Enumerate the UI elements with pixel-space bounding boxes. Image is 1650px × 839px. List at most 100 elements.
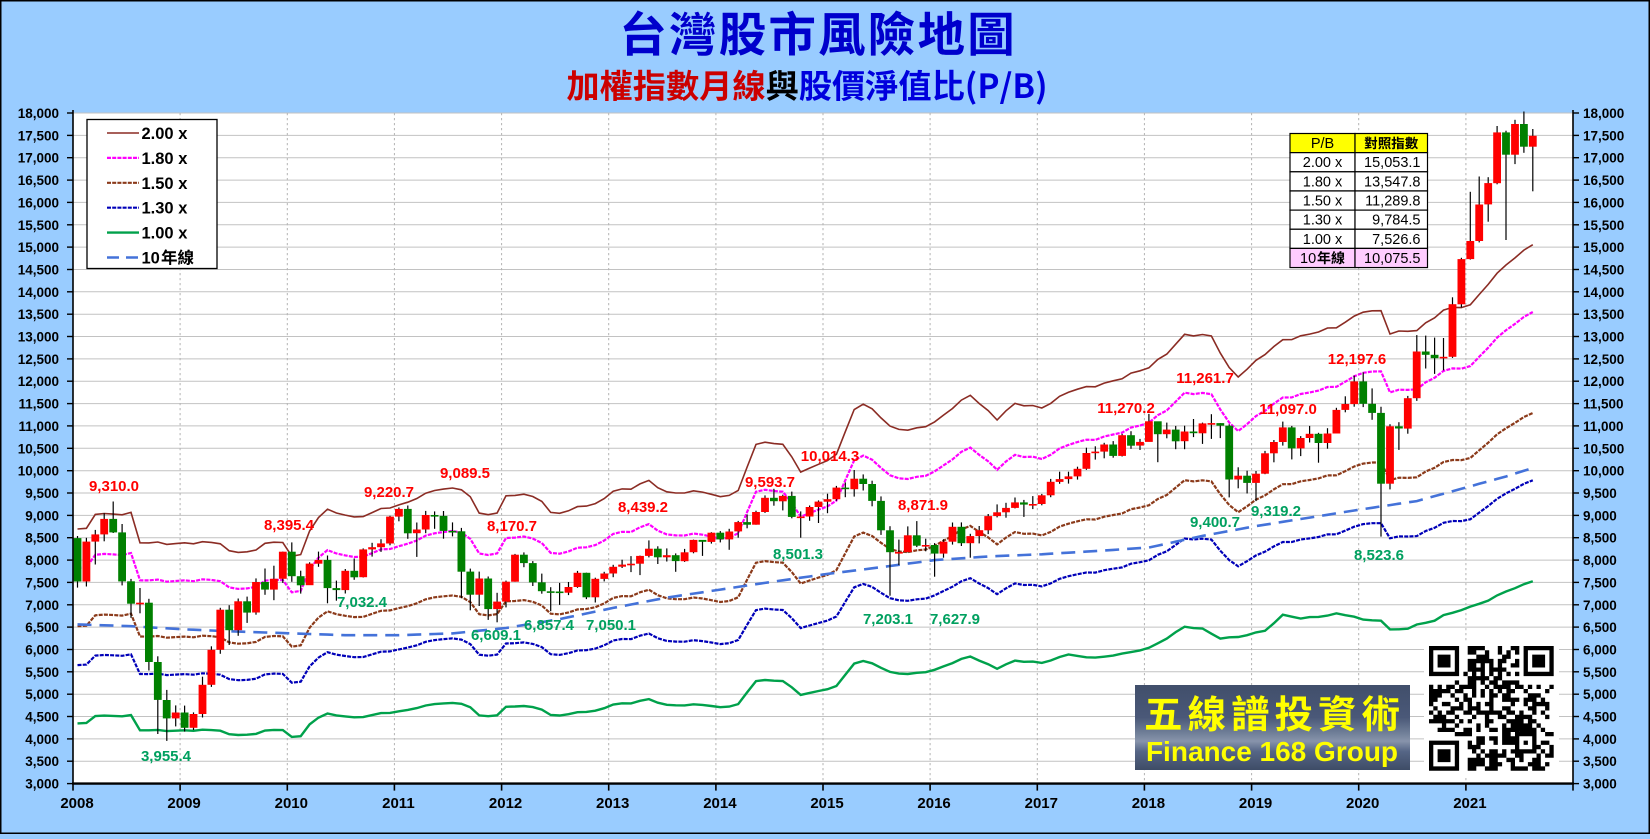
- svg-text:2021: 2021: [1453, 795, 1486, 812]
- svg-text:2010: 2010: [275, 795, 308, 812]
- svg-text:12,500: 12,500: [18, 352, 59, 367]
- svg-text:1.80 x: 1.80 x: [142, 150, 189, 168]
- svg-text:9,593.7: 9,593.7: [745, 474, 795, 491]
- svg-text:2013: 2013: [596, 795, 629, 812]
- svg-text:8,000: 8,000: [1583, 553, 1617, 568]
- svg-text:2011: 2011: [382, 795, 415, 812]
- svg-text:6,500: 6,500: [1583, 620, 1617, 635]
- svg-text:17,000: 17,000: [1583, 151, 1624, 166]
- svg-text:13,547.8: 13,547.8: [1364, 174, 1420, 190]
- svg-text:17,500: 17,500: [1583, 128, 1624, 143]
- svg-text:2.00 x: 2.00 x: [142, 125, 189, 143]
- svg-text:8,000: 8,000: [25, 553, 59, 568]
- svg-text:15,500: 15,500: [1583, 218, 1624, 233]
- svg-text:9,000: 9,000: [1583, 508, 1617, 523]
- svg-text:4,000: 4,000: [1583, 732, 1617, 747]
- svg-text:7,500: 7,500: [1583, 575, 1617, 590]
- svg-text:8,439.2: 8,439.2: [618, 499, 668, 516]
- svg-text:1.80 x: 1.80 x: [1303, 174, 1343, 190]
- svg-text:11,097.0: 11,097.0: [1259, 401, 1317, 418]
- svg-text:7,032.4: 7,032.4: [337, 594, 388, 611]
- svg-text:10,075.5: 10,075.5: [1364, 251, 1420, 267]
- svg-text:13,500: 13,500: [1583, 307, 1624, 322]
- svg-text:9,310.0: 9,310.0: [89, 478, 139, 495]
- svg-text:5,500: 5,500: [1583, 665, 1617, 680]
- svg-text:9,784.5: 9,784.5: [1372, 213, 1420, 229]
- svg-text:17,500: 17,500: [18, 128, 59, 143]
- svg-text:10,500: 10,500: [18, 441, 59, 456]
- svg-text:2012: 2012: [489, 795, 522, 812]
- svg-text:16,000: 16,000: [1583, 195, 1624, 210]
- svg-text:18,000: 18,000: [1583, 106, 1624, 121]
- svg-text:16,000: 16,000: [18, 195, 59, 210]
- svg-text:6,000: 6,000: [25, 643, 59, 658]
- svg-text:8,501.3: 8,501.3: [773, 546, 823, 563]
- svg-text:1.50 x: 1.50 x: [1303, 194, 1343, 210]
- svg-text:15,053.1: 15,053.1: [1364, 155, 1420, 171]
- svg-text:12,500: 12,500: [1583, 352, 1624, 367]
- svg-text:10,500: 10,500: [1583, 441, 1624, 456]
- svg-text:9,089.5: 9,089.5: [440, 465, 490, 482]
- svg-text:7,627.9: 7,627.9: [930, 611, 980, 628]
- svg-text:2015: 2015: [810, 795, 843, 812]
- svg-text:P/B: P/B: [1311, 136, 1334, 152]
- svg-text:16,500: 16,500: [18, 173, 59, 188]
- svg-text:3,000: 3,000: [25, 777, 59, 792]
- svg-text:2014: 2014: [703, 795, 737, 812]
- svg-text:9,400.7: 9,400.7: [1190, 514, 1240, 531]
- svg-text:12,000: 12,000: [1583, 374, 1624, 389]
- svg-text:4,500: 4,500: [25, 710, 59, 725]
- svg-text:8,170.7: 8,170.7: [487, 518, 537, 535]
- svg-text:17,000: 17,000: [18, 151, 59, 166]
- svg-text:12,000: 12,000: [18, 374, 59, 389]
- svg-text:13,500: 13,500: [18, 307, 59, 322]
- svg-text:11,261.7: 11,261.7: [1176, 370, 1234, 387]
- svg-text:13,000: 13,000: [18, 330, 59, 345]
- svg-text:9,220.7: 9,220.7: [364, 484, 414, 501]
- svg-text:7,526.6: 7,526.6: [1372, 232, 1420, 248]
- svg-text:2.00 x: 2.00 x: [1303, 155, 1343, 171]
- svg-text:8,500: 8,500: [1583, 531, 1617, 546]
- svg-text:8,395.4: 8,395.4: [264, 517, 315, 534]
- svg-text:14,000: 14,000: [18, 285, 59, 300]
- svg-text:3,500: 3,500: [1583, 754, 1617, 769]
- svg-text:3,500: 3,500: [25, 754, 59, 769]
- svg-text:6,609.1: 6,609.1: [471, 627, 521, 644]
- svg-text:10: 10: [1300, 251, 1316, 267]
- svg-text:11,289.8: 11,289.8: [1365, 194, 1420, 210]
- svg-text:6,000: 6,000: [1583, 643, 1617, 658]
- svg-text:2008: 2008: [60, 795, 93, 812]
- svg-text:15,500: 15,500: [18, 218, 59, 233]
- svg-text:1.00 x: 1.00 x: [1303, 232, 1343, 248]
- svg-text:1.00 x: 1.00 x: [142, 225, 189, 243]
- svg-text:13,000: 13,000: [1583, 330, 1624, 345]
- svg-text:11,500: 11,500: [1583, 397, 1624, 412]
- svg-text:5,000: 5,000: [1583, 687, 1617, 702]
- svg-text:14,000: 14,000: [1583, 285, 1624, 300]
- svg-text:11,270.2: 11,270.2: [1097, 400, 1155, 417]
- svg-text:10,000: 10,000: [18, 464, 59, 479]
- svg-text:15,000: 15,000: [18, 240, 59, 255]
- svg-text:7,050.1: 7,050.1: [586, 617, 636, 634]
- svg-text:12,197.6: 12,197.6: [1328, 351, 1386, 368]
- svg-text:2020: 2020: [1346, 795, 1379, 812]
- svg-text:11,000: 11,000: [18, 419, 59, 434]
- svg-text:11,000: 11,000: [1583, 419, 1624, 434]
- svg-text:6,500: 6,500: [25, 620, 59, 635]
- svg-text:16,500: 16,500: [1583, 173, 1624, 188]
- svg-text:2018: 2018: [1132, 795, 1165, 812]
- svg-text:18,000: 18,000: [18, 106, 59, 121]
- svg-text:10,014.3: 10,014.3: [801, 448, 859, 465]
- svg-text:6,857.4: 6,857.4: [524, 617, 575, 634]
- svg-text:7,000: 7,000: [1583, 598, 1617, 613]
- svg-text:7,203.1: 7,203.1: [863, 611, 913, 628]
- svg-text:1.50 x: 1.50 x: [142, 175, 189, 193]
- svg-text:1.30 x: 1.30 x: [142, 200, 189, 218]
- svg-text:2017: 2017: [1025, 795, 1058, 812]
- svg-text:9,500: 9,500: [1583, 486, 1617, 501]
- svg-text:3,000: 3,000: [1583, 777, 1617, 792]
- svg-text:14,500: 14,500: [18, 263, 59, 278]
- svg-text:3,955.4: 3,955.4: [141, 748, 192, 765]
- svg-text:1.30 x: 1.30 x: [1303, 213, 1343, 229]
- svg-text:10: 10: [142, 250, 160, 268]
